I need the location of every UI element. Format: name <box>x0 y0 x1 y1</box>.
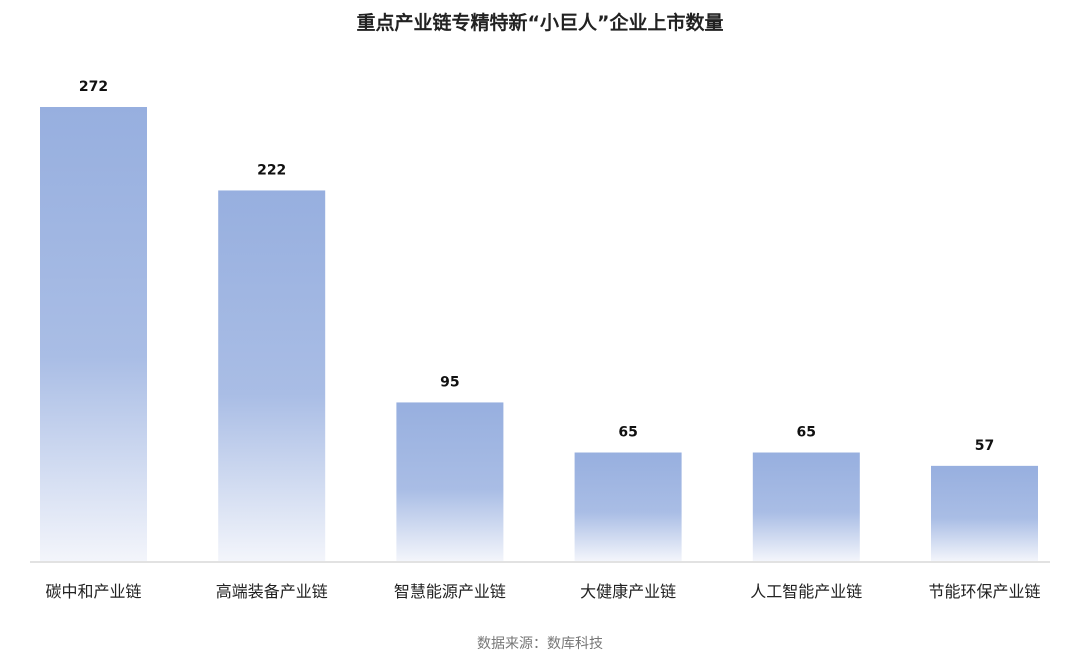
x-tick-label: 智慧能源产业链 <box>394 582 506 601</box>
data-label: 57 <box>975 438 994 454</box>
data-label: 272 <box>79 79 108 95</box>
bar-3 <box>574 452 682 561</box>
bar-5 <box>931 465 1038 561</box>
chart-title: 重点产业链专精特新“小巨人”企业上市数量 <box>356 12 724 34</box>
bar-4 <box>752 452 860 561</box>
x-tick-label: 碳中和产业链 <box>45 582 141 601</box>
x-tick-label: 节能环保产业链 <box>928 582 1040 601</box>
bar-0 <box>40 107 147 561</box>
x-tick-label: 大健康产业链 <box>580 582 676 601</box>
x-tick-label: 人工智能产业链 <box>750 582 862 601</box>
bar-1 <box>218 190 326 562</box>
source-note: 数据来源：数库科技 <box>477 636 603 652</box>
data-label: 222 <box>257 162 286 178</box>
bar-2 <box>396 402 504 561</box>
x-tick-label: 高端装备产业链 <box>216 582 328 601</box>
data-label: 65 <box>797 425 816 441</box>
data-label: 95 <box>440 374 459 390</box>
data-label: 65 <box>618 425 637 441</box>
